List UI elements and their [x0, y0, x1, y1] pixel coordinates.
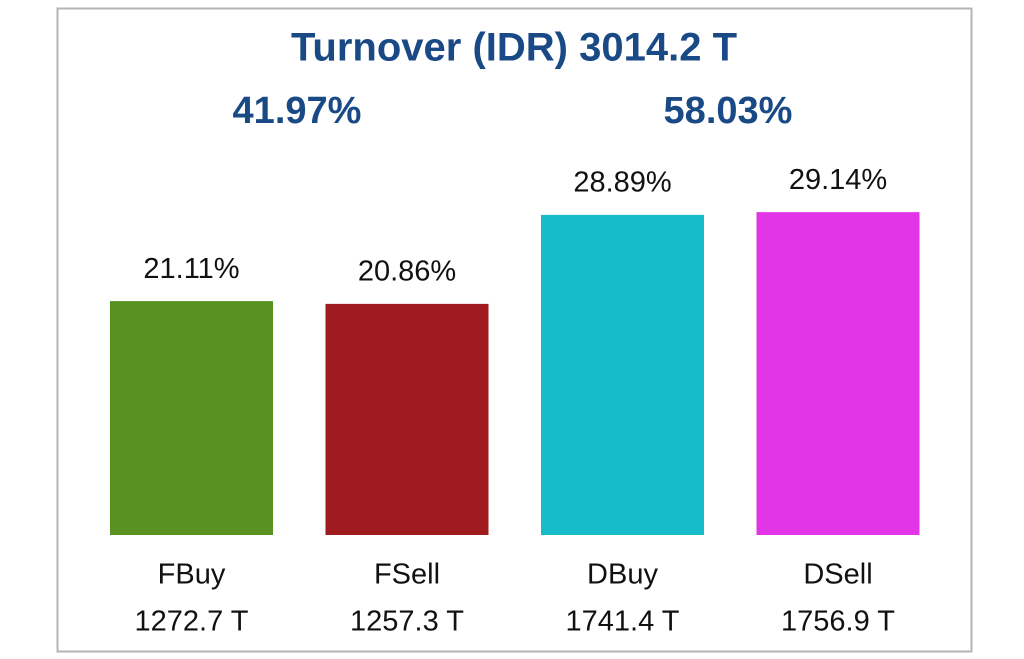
group-share: 58.03% [664, 90, 793, 132]
x-tick-label: DSell [803, 559, 872, 591]
x-tick-label: FBuy [158, 559, 226, 591]
bar [756, 212, 920, 536]
x-tick-label: FSell [374, 559, 440, 591]
chart-title: Turnover (IDR) 3014.2 T [291, 26, 737, 70]
amount-label: 1257.3 T [350, 606, 464, 638]
amount-label: 1272.7 T [135, 606, 249, 638]
value-label: 21.11% [143, 253, 239, 285]
value-label: 28.89% [573, 167, 671, 199]
amount-label: 1756.9 T [781, 606, 895, 638]
group-share: 41.97% [233, 90, 362, 132]
x-tick-label: DBuy [587, 559, 658, 591]
value-label: 20.86% [358, 256, 456, 288]
value-label: 29.14% [789, 164, 887, 196]
bar [541, 214, 704, 535]
bar [110, 301, 273, 535]
bar [325, 303, 489, 535]
amount-label: 1741.4 T [566, 606, 680, 638]
